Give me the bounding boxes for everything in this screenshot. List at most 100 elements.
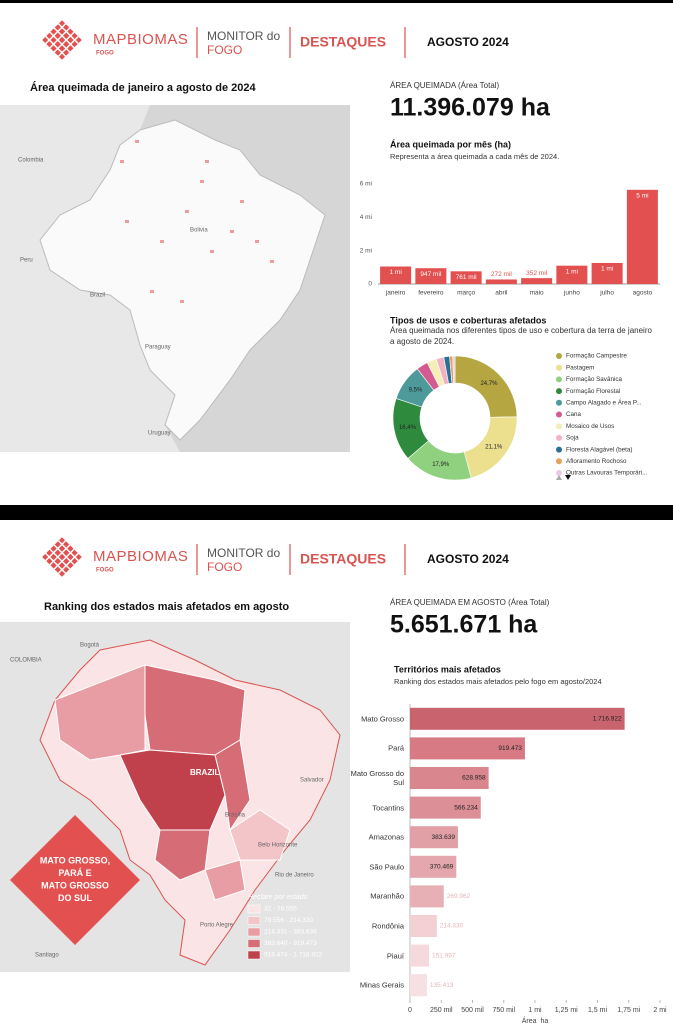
kpi-value: 5.651.671 ha	[390, 611, 538, 639]
legend-label: 383.640 - 919.473	[264, 940, 317, 947]
value-label: 370.469	[430, 864, 454, 871]
y-tick-label: Piauí	[386, 951, 404, 961]
bar	[410, 796, 481, 819]
callout-diamond	[10, 815, 140, 945]
map-title: Área queimada de janeiro a agosto de 202…	[30, 81, 256, 94]
map-label: Brazil	[90, 293, 105, 299]
legend-label: Soja	[566, 435, 579, 442]
value-label: 1 mi	[566, 268, 578, 275]
legend-swatch	[556, 434, 562, 441]
y-tick-label: Tocantins	[372, 803, 404, 813]
legend-title: Hectare por estado	[248, 894, 308, 901]
bar	[410, 826, 458, 849]
section: DESTAQUES	[300, 34, 386, 50]
state	[214, 739, 251, 832]
legend-swatch	[556, 458, 562, 465]
value-label: 151.997	[432, 952, 456, 959]
legend-swatch	[247, 904, 261, 914]
chart-subtitle: Ranking dos estados mais afetados pelo f…	[394, 677, 602, 686]
bar	[415, 268, 447, 284]
value-label: 383.639	[431, 834, 455, 841]
map-label: Colombia	[18, 158, 44, 164]
legend-swatch	[556, 353, 562, 359]
map-label: Santiago	[35, 953, 59, 959]
value-label: 9,5%	[409, 387, 423, 393]
x-tick-label: 500 mil	[461, 1007, 484, 1014]
fire-spot	[120, 160, 124, 163]
state	[119, 749, 226, 831]
map-land	[0, 105, 180, 452]
legend-swatch	[556, 376, 562, 383]
value-label: 16,4%	[399, 425, 417, 431]
x-tick-label: 750 mil	[492, 1007, 515, 1014]
x-axis-label: Área_ha	[522, 1016, 549, 1024]
value-label: 135.413	[430, 982, 454, 989]
map-label: Belo Horizonte	[258, 843, 298, 849]
callout-text: MATO GROSSO,	[40, 855, 110, 865]
x-tick-label: 1,5 mi	[588, 1007, 608, 1014]
map-label: Salvador	[300, 778, 324, 784]
bar	[410, 885, 444, 908]
value-label: 269.962	[447, 893, 471, 900]
callout-text: PARÁ E	[58, 868, 91, 878]
x-tick-label: março	[457, 290, 475, 297]
value-label: 566.234	[454, 804, 478, 811]
bar	[410, 944, 429, 967]
chart-title: Territórios mais afetados	[394, 664, 501, 674]
legend-label: 919.474 - 1.716.922	[264, 952, 323, 959]
legend-label: Floresta Alagável (beta)	[566, 446, 633, 453]
x-tick-label: julho	[599, 290, 614, 297]
x-tick-label: maio	[530, 290, 544, 297]
kpi-label: ÁREA QUEIMADA EM AGOSTO (Área Total)	[390, 598, 550, 607]
y-tick-label: São Paulo	[369, 862, 404, 872]
kpi-label: ÁREA QUEIMADA (Área Total)	[390, 81, 500, 90]
fire-spot	[185, 210, 189, 213]
state	[204, 859, 246, 901]
legend-label: 214.331 - 383.639	[264, 929, 317, 936]
y-tick-label: 4 mi	[360, 214, 372, 221]
value-label: 1 mi	[389, 269, 401, 276]
pie-slice	[452, 355, 456, 384]
y-tick-label: 0	[368, 281, 372, 288]
legend-label: Formação Campestre	[566, 353, 627, 360]
fire-spot	[125, 220, 129, 223]
map-label: Brasília	[225, 813, 246, 819]
legend-swatch	[556, 388, 562, 395]
value-label: 761 mil	[456, 274, 478, 281]
fire-spot	[230, 230, 234, 233]
x-tick-label: junho	[563, 290, 580, 297]
x-tick-label: 1,75 mi	[617, 1007, 640, 1014]
legend-label: Formação Savânica	[566, 376, 622, 383]
state	[154, 829, 211, 881]
value-label: 214.330	[440, 923, 464, 930]
bar	[556, 265, 588, 284]
map-label: Paraguay	[145, 345, 171, 351]
value-label: 17,9%	[432, 462, 450, 468]
callout-text: DO SUL	[58, 893, 93, 903]
x-tick-label: janeiro	[385, 290, 406, 297]
chart-subtitle: Representa a área queimada a cada mês de…	[390, 152, 559, 161]
brand: MAPBIOMAS	[93, 548, 188, 565]
y-tick-label: 2 mi	[360, 247, 372, 254]
fire-spot	[205, 160, 209, 163]
map-brazil	[39, 119, 326, 441]
x-tick-label: abril	[495, 290, 508, 297]
legend-label: Mosaico de Usos	[566, 423, 614, 430]
logo	[42, 537, 82, 577]
brand: MAPBIOMAS	[93, 31, 188, 48]
legend-swatch	[247, 939, 261, 948]
legend-swatch	[556, 411, 562, 418]
period: AGOSTO 2024	[427, 552, 509, 566]
brand-sub: FOGO	[96, 568, 114, 574]
chart-subtitle: Área queimada nos diferentes tipos de us…	[390, 326, 652, 346]
x-tick-label: 1,25 mi	[555, 1007, 578, 1014]
y-tick-label: 6 mi	[360, 181, 372, 188]
legend-label: 78.556 - 214.330	[264, 917, 314, 924]
legend-swatch	[247, 927, 261, 937]
y-tick-label: Maranhão	[370, 891, 404, 901]
legend-swatch	[556, 399, 562, 406]
bar	[410, 974, 427, 997]
monitor: MONITOR do	[207, 546, 280, 560]
bar	[485, 279, 517, 284]
